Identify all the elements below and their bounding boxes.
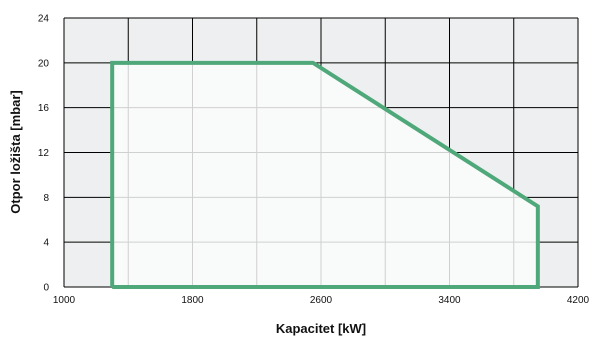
y-tick-label: 12 — [38, 148, 50, 159]
operating-boundary-line — [110, 60, 540, 289]
y-tick-label: 16 — [38, 103, 50, 114]
x-tick-label: 1000 — [53, 295, 76, 306]
tick-labels: 1000 1800 2600 3400 4200 0 4 8 12 16 20 24 — [38, 14, 590, 307]
y-tick-label: 8 — [43, 193, 49, 204]
x-axis-title: Kapacitet [kW] — [276, 321, 366, 336]
y-tick-label: 20 — [38, 58, 50, 69]
x-tick-label: 4200 — [567, 295, 590, 306]
x-tick-label: 1800 — [181, 295, 204, 306]
y-tick-label: 24 — [38, 14, 50, 25]
x-tick-label: 3400 — [438, 295, 461, 306]
operating-region — [112, 62, 538, 287]
x-tick-label: 2600 — [310, 295, 333, 306]
y-tick-label: 4 — [43, 238, 49, 249]
y-axis-title: Otpor ložišta [mbar] — [8, 90, 23, 214]
y-tick-label: 0 — [43, 283, 49, 294]
